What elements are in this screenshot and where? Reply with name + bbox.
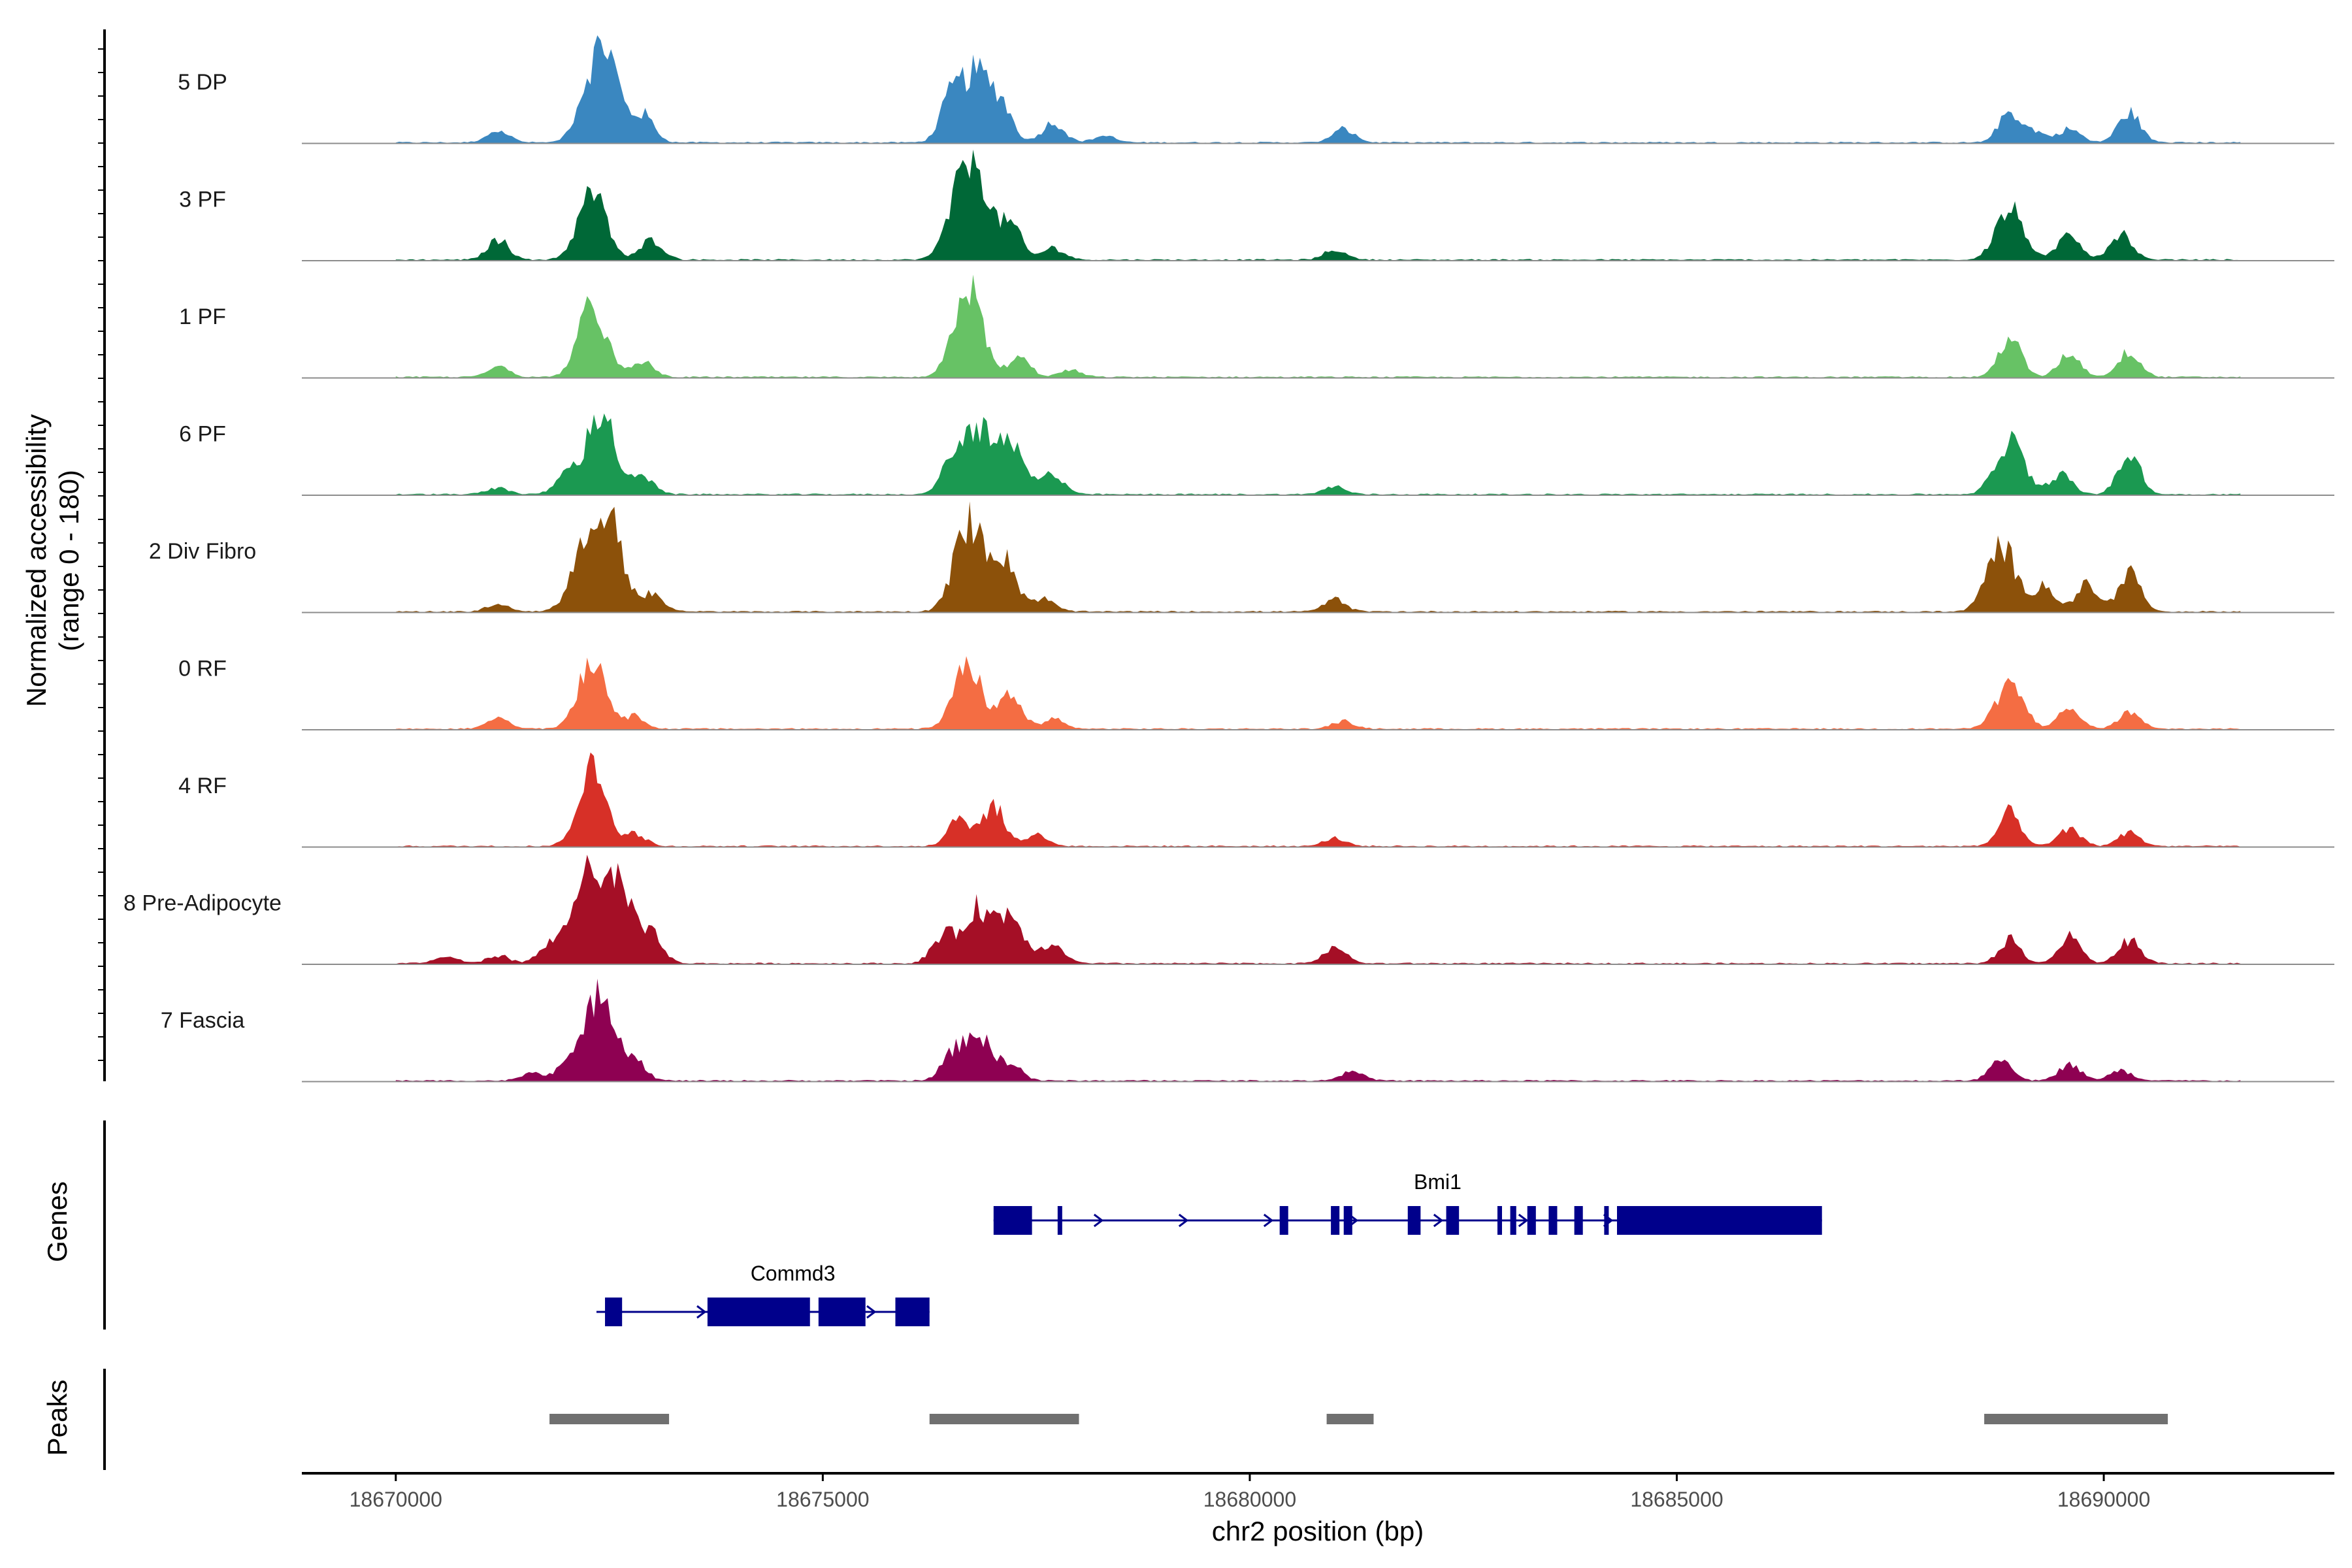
exon <box>1331 1206 1340 1235</box>
gene-label-commd3: Commd3 <box>751 1262 836 1285</box>
exon <box>1279 1206 1288 1235</box>
strand-arrow <box>1093 1213 1104 1228</box>
coverage-area-4 <box>395 501 2241 613</box>
exon <box>818 1298 866 1326</box>
exon <box>1057 1206 1062 1235</box>
exon <box>605 1298 623 1326</box>
coverage-area-7 <box>395 855 2241 964</box>
strand-arrow <box>1178 1213 1189 1228</box>
exon <box>707 1298 810 1326</box>
coverage-area-1 <box>395 150 2241 261</box>
exon <box>1617 1206 1822 1235</box>
exon <box>1527 1206 1536 1235</box>
exon <box>993 1206 1032 1235</box>
strand-arrow <box>866 1305 877 1319</box>
exon <box>895 1298 930 1326</box>
gene-annotation-track: Bmi1 Commd3 <box>596 1170 1822 1326</box>
x-axis-title: chr2 position (bp) <box>1212 1516 1424 1546</box>
coverage-area-3 <box>395 413 2241 495</box>
x-tick-label: 18685000 <box>1630 1488 1723 1511</box>
peak-region-2 <box>1326 1414 1374 1424</box>
track-label-1: 3 PF <box>179 188 226 212</box>
strand-arrow <box>1518 1213 1529 1228</box>
peak-regions-track <box>549 1414 2168 1424</box>
exon <box>1343 1206 1352 1235</box>
strand-arrow <box>1433 1213 1444 1228</box>
coverage-area-8 <box>395 979 2241 1082</box>
genes-track-title: Genes <box>42 1181 73 1262</box>
coverage-area-0 <box>395 35 2241 144</box>
exon <box>1548 1206 1558 1235</box>
peak-region-0 <box>549 1414 670 1424</box>
coverage-area-6 <box>395 752 2241 847</box>
exon <box>1574 1206 1583 1235</box>
strand-arrow <box>696 1305 707 1319</box>
peak-region-3 <box>1984 1414 2168 1424</box>
exon <box>1407 1206 1421 1235</box>
track-label-5: 0 RF <box>178 657 227 681</box>
exon <box>1446 1206 1460 1235</box>
coverage-area-2 <box>395 274 2241 378</box>
track-label-2: 1 PF <box>179 304 226 329</box>
peak-region-1 <box>929 1414 1079 1424</box>
track-label-0: 5 DP <box>178 70 227 95</box>
exon <box>1510 1206 1516 1235</box>
x-tick-label: 18675000 <box>776 1488 869 1511</box>
y-axis-title-line2: (range 0 - 180) <box>54 470 84 651</box>
track-label-7: 8 Pre-Adipocyte <box>123 891 282 916</box>
track-label-4: 2 Div Fibro <box>149 539 256 564</box>
track-label-6: 4 RF <box>178 774 227 798</box>
gene-label-bmi1: Bmi1 <box>1414 1170 1462 1194</box>
y-axis-title-line1: Normalized accessibility <box>21 414 52 707</box>
peaks-track-title: Peaks <box>42 1380 73 1456</box>
x-tick-label: 18690000 <box>2057 1488 2150 1511</box>
x-tick-label: 18670000 <box>350 1488 442 1511</box>
left-axis-lines <box>98 29 106 1470</box>
coverage-tracks <box>302 35 2334 1083</box>
track-labels: 5 DP 3 PF 1 PF 6 PF 2 Div Fibro 0 RF 4 RF 8 Pre… <box>123 70 282 1033</box>
exon <box>1604 1206 1609 1235</box>
exon <box>1497 1206 1502 1235</box>
track-label-3: 6 PF <box>179 422 226 447</box>
strand-arrow <box>1263 1213 1274 1228</box>
x-axis: 18670000 18675000 18680000 18685000 18690000 <box>302 1472 2334 1511</box>
coverage-area-5 <box>395 656 2241 730</box>
x-tick-label: 18680000 <box>1203 1488 1296 1511</box>
track-label-8: 7 Fascia <box>161 1008 245 1033</box>
